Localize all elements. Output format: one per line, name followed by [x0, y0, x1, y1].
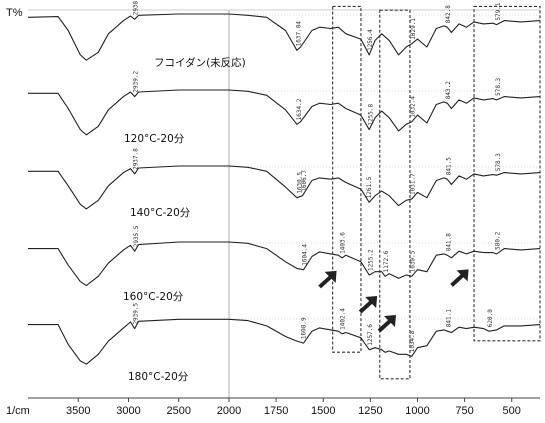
arrow-head-4 — [456, 269, 469, 282]
highlight-regions — [332, 5, 541, 380]
peak-label: 1634.2 — [296, 98, 303, 120]
peak-label: 1403.6 — [339, 232, 346, 254]
series-line-5 — [28, 318, 541, 365]
peak-label: 1256.4 — [367, 29, 374, 51]
peak-label: 2938.33 — [133, 0, 140, 15]
highlight-region-1 — [332, 5, 362, 353]
peak-label: 578.3 — [495, 77, 502, 95]
series-line-4 — [28, 241, 541, 287]
x-tick-label: 3500 — [66, 405, 90, 417]
series-label-2: 120°C-20分 — [124, 133, 185, 145]
series-label-4: 160°C-20分 — [123, 291, 184, 303]
peak-label: 1255.2 — [367, 249, 374, 271]
peak-label: 1637.04 — [295, 21, 302, 47]
peak-label: 2937.8 — [133, 148, 140, 170]
peak-label: 1032.4 — [409, 96, 416, 118]
x-tick-label: 750 — [455, 405, 473, 417]
series-label-3: 140°C-20分 — [130, 207, 191, 219]
peak-label: 1030.5 — [410, 250, 417, 272]
peak-label: 1608.9 — [301, 317, 308, 339]
x-tick-label: 1250 — [358, 405, 382, 417]
series-label-5: 180°C-20分 — [128, 371, 189, 383]
peak-label: 841.8 — [445, 233, 452, 251]
peak-label: 1029.1 — [410, 18, 417, 40]
peak-label: 1606.7 — [301, 170, 308, 192]
peak-label: 2939.5 — [133, 302, 140, 324]
series-baselines — [223, 14, 540, 320]
arrow-head-2 — [365, 296, 378, 308]
peak-label: 1261.5 — [366, 176, 373, 198]
peak-label: 620.0 — [487, 309, 494, 327]
peak-label: 842.8 — [445, 5, 452, 23]
x-tick-label: 1500 — [311, 405, 335, 417]
x-tick-label: 2000 — [217, 405, 241, 417]
series-line-1 — [27, 13, 541, 61]
peak-label: 843.2 — [445, 81, 452, 99]
x-tick-label: 2500 — [167, 405, 191, 417]
arrow-head-3 — [383, 315, 396, 327]
x-tick-label: 1000 — [405, 405, 429, 417]
x-tick-label: 500 — [503, 405, 521, 417]
x-tick-label: 1750 — [264, 405, 288, 417]
peak-labels: 2938.33 1637.04 1256.4 1029.1 842.8 579.1 2939… — [133, 0, 502, 352]
series-line-2 — [28, 89, 541, 136]
series-lines — [27, 13, 541, 365]
peak-label: 1630.5 — [297, 172, 304, 194]
peak-label: 841.1 — [445, 309, 452, 327]
series-labels: フコイダン(未反応) 120°C-20分 140°C-20分 160°C-20分 180… — [123, 56, 246, 383]
peak-label: 578.3 — [495, 153, 502, 171]
arrow-head-1 — [324, 270, 337, 283]
highlight-region-3 — [473, 5, 541, 342]
peak-label: 1172.6 — [383, 250, 390, 272]
highlight-region-2 — [379, 9, 411, 380]
series-line-3 — [28, 165, 541, 210]
peak-label: 579.1 — [495, 2, 502, 20]
y-axis-title: T% — [6, 7, 23, 19]
arrow-3 — [377, 319, 392, 333]
peak-label: 1604.4 — [302, 244, 309, 266]
peak-label: 1402.4 — [340, 308, 347, 330]
x-axis-ticks: 3500 3000 2500 2000 1750 1500 1250 1000 750 500 — [66, 398, 521, 417]
arrow-1 — [318, 275, 332, 289]
x-tick-label: 3000 — [116, 405, 140, 417]
peak-label: 1255.8 — [367, 104, 374, 126]
peak-label: 1257.6 — [367, 324, 374, 346]
arrow-2 — [358, 300, 373, 314]
peak-label: 2935.5 — [133, 225, 140, 247]
x-axis-title: 1/cm — [6, 405, 30, 417]
peak-label: 2939.2 — [133, 71, 140, 93]
arrow-4 — [450, 273, 464, 287]
arrows — [318, 269, 469, 333]
peak-label: 1031.7 — [410, 173, 417, 195]
peak-label: 580.2 — [495, 231, 502, 249]
peak-label: 1034.8 — [409, 330, 416, 352]
peak-label: 841.5 — [445, 157, 452, 175]
series-label-1: フコイダン(未反応) — [154, 56, 246, 69]
